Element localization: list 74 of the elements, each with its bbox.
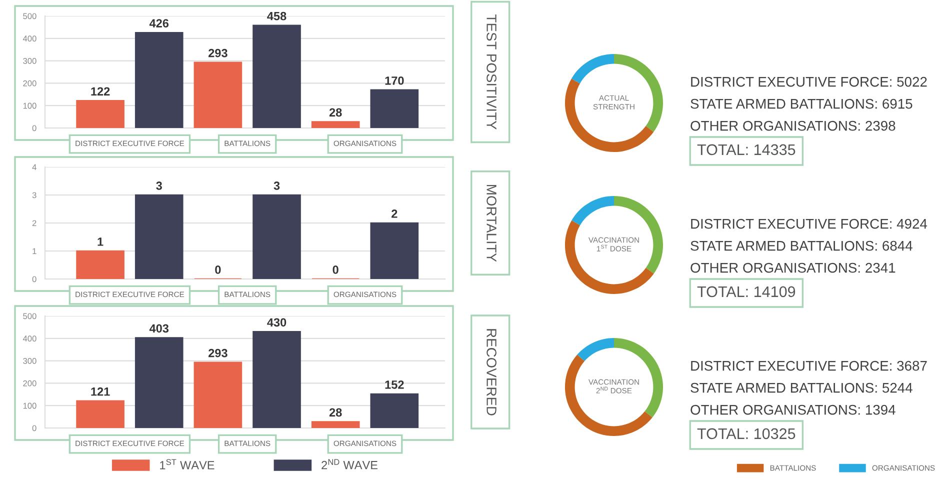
y-tick-label: 1 [32,248,36,254]
bar [370,89,419,128]
y-tick-label: 500 [23,13,36,20]
y-axis-title: TEST POSITIVITY [486,14,496,130]
data-label: 293 [208,48,228,58]
text: OTHER ORGANISATIONS: 2341 [690,262,896,273]
bar [76,250,124,279]
bar [134,32,184,128]
legend-label: 2$^{ND}$ WAVE [322,459,378,470]
text: DISTRICT EXECUTIVE FORCE: 3687 [691,360,927,371]
bar [252,331,301,428]
data-label: 122 [91,87,110,96]
data-label: 426 [149,19,169,28]
bar [134,337,184,428]
bar [134,194,184,279]
y-tick-label: 200 [23,380,36,386]
y-tick-label: 3 [32,192,36,198]
text: STATE ARMED BATTALIONS: 6915 [690,98,912,109]
text: STATE ARMED BATTALIONS: 5244 [690,382,912,393]
bar [311,421,360,428]
text: OTHER ORGANISATIONS: 2398 [690,120,896,131]
data-label: 1 [98,238,104,246]
bar [76,100,124,128]
y-tick-label: 0 [32,125,36,132]
data-label: 28 [329,408,342,417]
data-label: 152 [385,380,404,389]
text: TOTAL: 14109 [697,286,796,298]
y-tick-label: 300 [23,58,36,64]
y-tick-label: 200 [23,80,36,86]
y-tick-label: 400 [22,36,36,42]
donut-slice [564,354,652,436]
text: DISTRICT EXECUTIVE FORCE: 4924 [691,218,928,229]
data-label: 403 [149,324,169,333]
text: TOTAL: 10325 [697,428,796,440]
data-label: 458 [267,12,286,20]
text: STATE ARMED BATTALIONS: 6844 [690,240,912,251]
data-label: 2 [392,210,398,218]
text: OTHER ORGANISATIONS: 1394 [690,404,896,415]
y-tick-label: 300 [23,358,36,364]
bar [370,222,419,279]
data-label: 121 [91,387,110,396]
bar [370,393,419,428]
text: TOTAL: 14335 [697,144,796,156]
donut-slice [577,338,614,362]
y-tick-label: 400 [22,336,36,342]
donut-slice [564,78,654,152]
data-label: 28 [329,108,342,117]
bar [252,24,301,128]
data-label: 0 [332,266,338,274]
y-tick-label: 4 [32,164,36,170]
bar [194,62,242,128]
y-tick-label: 2 [32,220,36,226]
donut-slice [571,54,614,84]
text: DISTRICT EXECUTIVE FORCE: 5022 [691,76,927,87]
y-tick-label: 0 [32,425,36,432]
data-label: 0 [215,266,221,274]
y-tick-label: 100 [23,102,36,109]
y-axis-title: MORTALITY [486,185,496,262]
data-label: 3 [156,182,162,190]
donut-slice [572,196,614,226]
y-tick-label: 500 [23,313,36,320]
data-label: 293 [208,348,228,358]
data-label: 430 [267,318,286,327]
bar [311,121,360,128]
bar [194,362,242,428]
donut-slice [564,220,654,294]
y-tick-label: 100 [23,402,36,409]
data-label: 170 [385,76,404,85]
legend-label: 1$^{ST}$ WAVE [160,459,214,470]
data-label: 3 [274,182,280,190]
bar [76,400,124,428]
y-axis-title: RECOVERED [486,329,496,416]
bar [252,194,301,279]
y-tick-label: 0 [32,276,36,282]
